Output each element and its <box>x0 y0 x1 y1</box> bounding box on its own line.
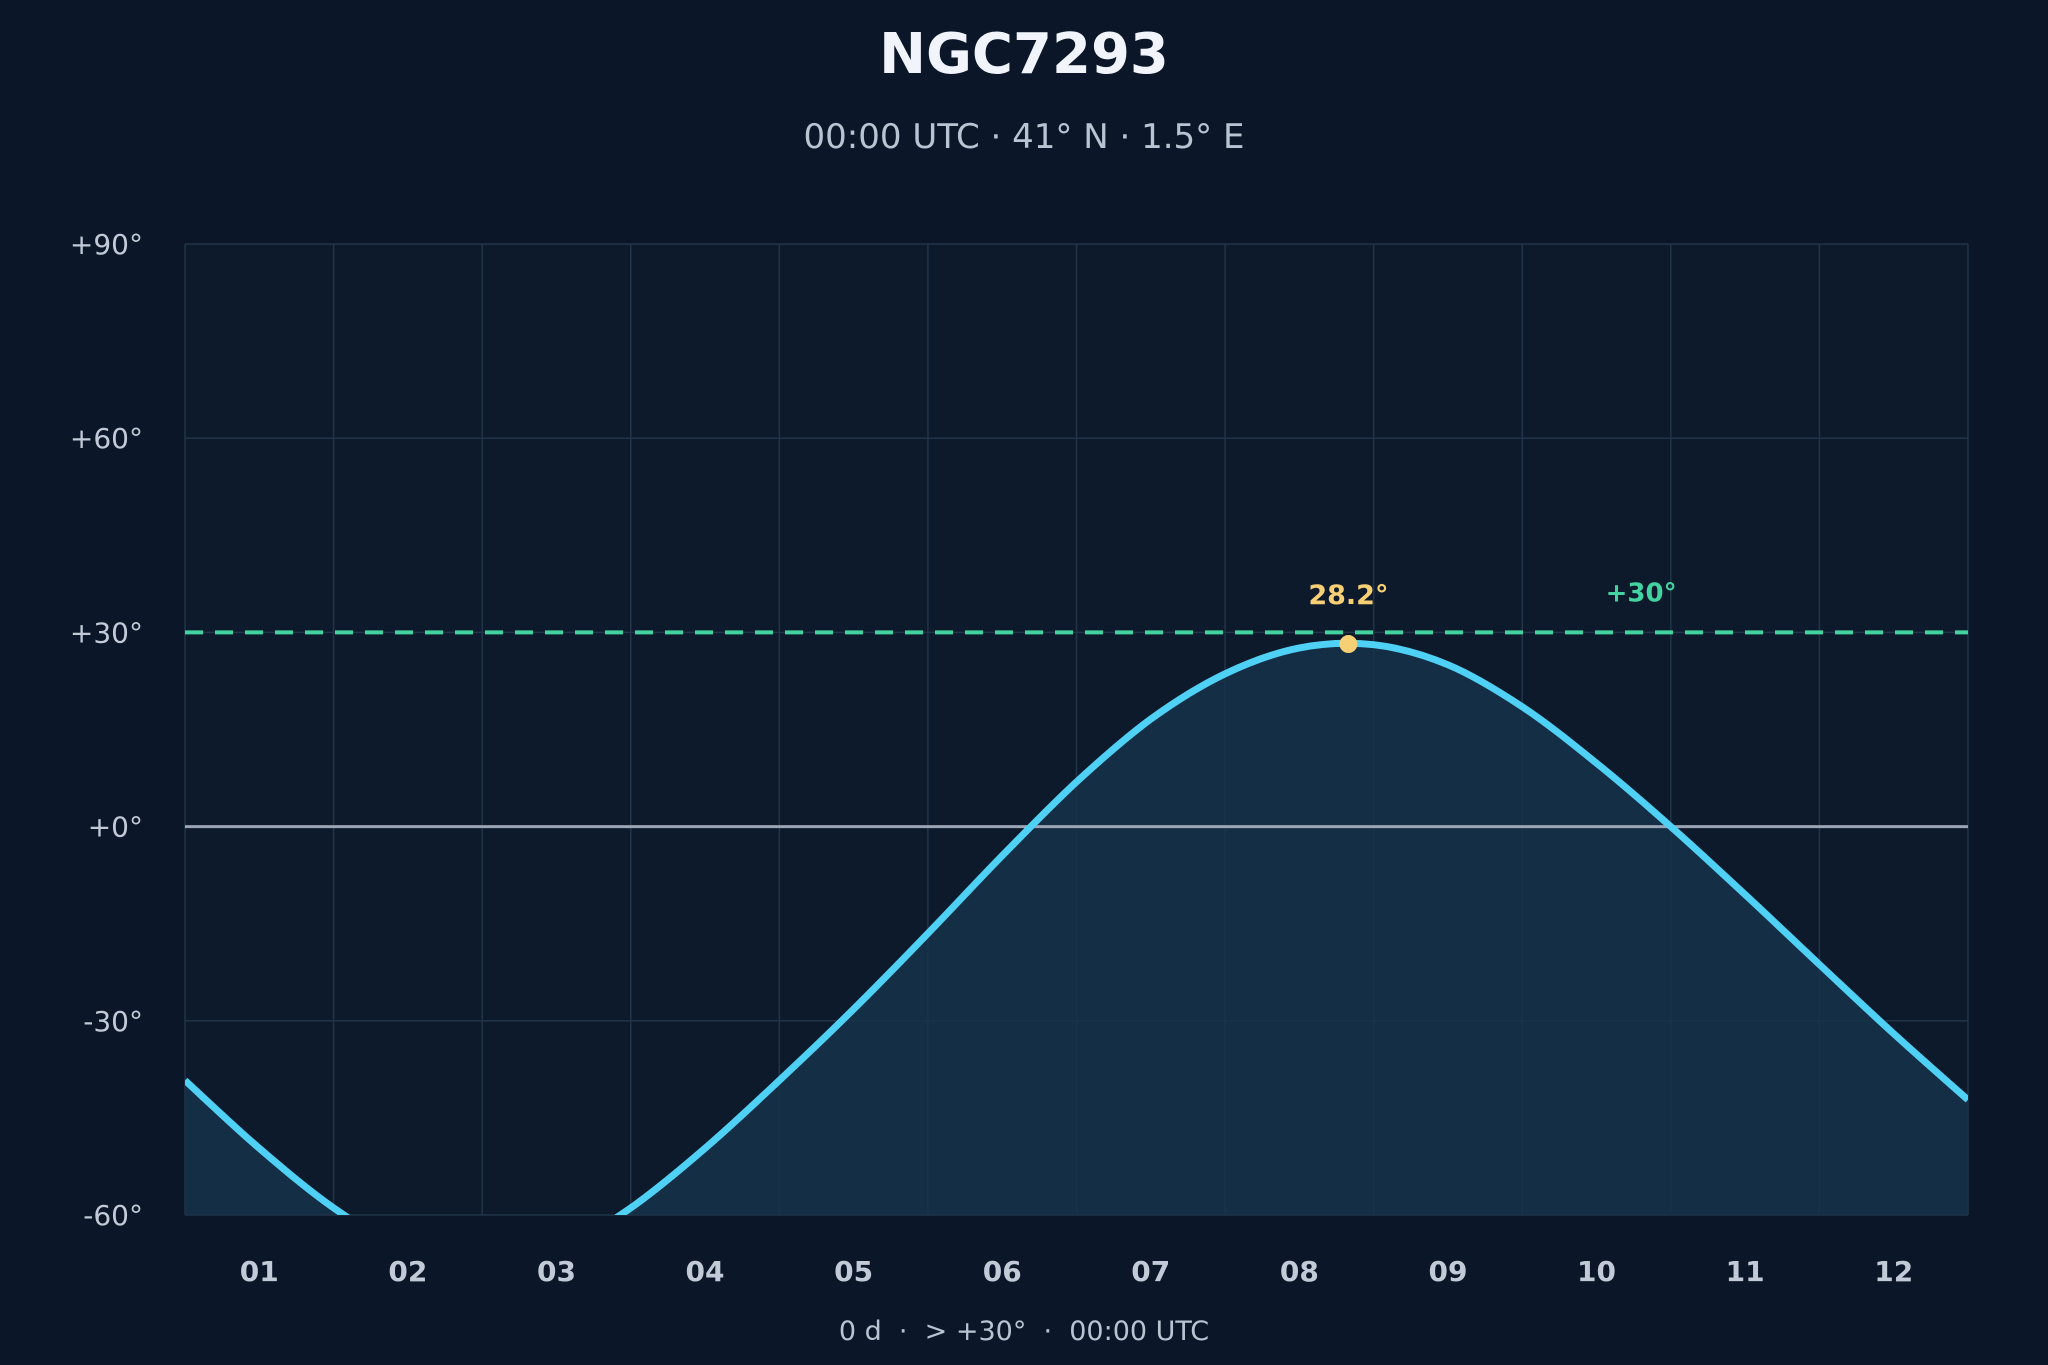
plot-area: 28.2° +30° +90° +60° +30° +0° -30° -60° 01 02 03 04… <box>70 228 1969 1288</box>
peak-marker <box>1339 635 1358 654</box>
x-tick-label: 03 <box>537 1255 576 1288</box>
x-tick-label: 06 <box>983 1255 1022 1288</box>
altitude-line <box>185 639 1968 1215</box>
chart-footer: 0 d · > +30° · 00:00 UTC <box>839 1316 1209 1347</box>
x-tick-label: 05 <box>834 1255 873 1288</box>
peak-label: 28.2° <box>1308 580 1388 611</box>
x-tick-label: 01 <box>240 1255 279 1288</box>
chart-subtitle: 00:00 UTC · 41° N · 1.5° E <box>804 117 1245 157</box>
y-tick-label: +0° <box>88 811 143 844</box>
x-tick-label: 07 <box>1131 1255 1170 1288</box>
x-tick-label: 10 <box>1577 1255 1616 1288</box>
x-tick-label: 12 <box>1874 1255 1913 1288</box>
x-tick-label: 11 <box>1726 1255 1765 1288</box>
y-tick-label: -60° <box>83 1199 143 1232</box>
y-tick-label: +30° <box>70 616 143 649</box>
chart-title: NGC7293 <box>879 22 1169 87</box>
y-tick-label: -30° <box>83 1005 143 1038</box>
y-tick-label: +90° <box>70 228 143 261</box>
y-tick-label: +60° <box>70 422 143 455</box>
altitude-area <box>185 643 1968 1215</box>
x-tick-label: 09 <box>1428 1255 1467 1288</box>
x-tick-label: 02 <box>388 1255 427 1288</box>
threshold-label: +30° <box>1606 578 1677 608</box>
x-tick-label: 04 <box>686 1255 725 1288</box>
x-tick-label: 08 <box>1280 1255 1319 1288</box>
